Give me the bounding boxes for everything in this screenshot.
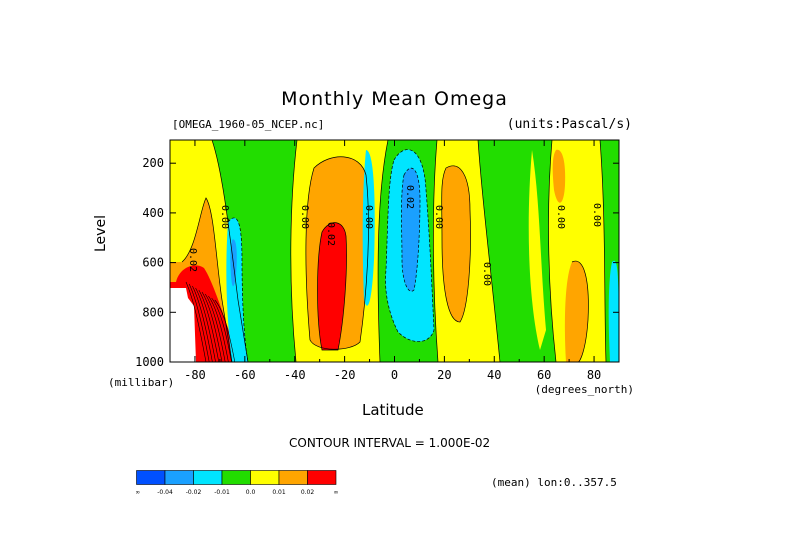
legend-label: 0.02: [301, 489, 315, 496]
field-missing: [170, 288, 196, 362]
legend-swatch: [307, 470, 337, 485]
contour-line: [195, 287, 216, 362]
contour-line: [198, 289, 220, 362]
dataset-label: [OMEGA_1960-05_NCEP.nc]: [172, 118, 325, 131]
contour-line: [290, 140, 298, 362]
contour-label: 0.00: [433, 205, 444, 229]
x-axis-label: Latitude: [362, 401, 424, 419]
y-tick-label: 400: [142, 206, 164, 220]
contour-line: [477, 140, 501, 362]
contour-label: 0.00: [481, 262, 492, 286]
contour-fills: [170, 140, 619, 362]
legend-label: ∞: [334, 489, 339, 496]
contour-line: [317, 222, 347, 351]
contour-label: 0.00: [363, 205, 374, 229]
field-blue-equator: [401, 168, 420, 292]
contour-line: [548, 140, 557, 362]
legend-swatch: [136, 470, 166, 485]
contour-lines: [181, 140, 607, 362]
legend-label: -0.01: [214, 489, 230, 496]
contour-line: [599, 140, 607, 362]
x-tick-label: -20: [334, 368, 356, 382]
contour-line: [401, 168, 421, 292]
x-tick-label: -80: [184, 368, 206, 382]
legend-swatch: [193, 470, 223, 485]
chart-title: Monthly Mean Omega: [281, 88, 508, 110]
legend-swatch: [250, 470, 280, 485]
contour-line: [201, 291, 223, 362]
contour-line: [208, 295, 229, 362]
units-label: (units:Pascal/s): [506, 117, 632, 132]
mean-longitude-label: (mean) lon:0..357.5: [491, 476, 617, 489]
contour-label: 0.00: [299, 205, 310, 229]
contour-line: [385, 149, 435, 342]
legend-swatch: [221, 470, 251, 485]
contour-line: [181, 197, 233, 362]
color-legend: -∞ -0.04 -0.02 -0.01 0.0 0.01 0.02 ∞: [136, 470, 339, 496]
contour-line: [227, 217, 249, 362]
legend-label: -0.04: [157, 489, 173, 496]
field-red-south-subtropic: [317, 222, 347, 350]
x-axis-units: (degrees_north): [534, 383, 634, 396]
contour-line: [192, 285, 213, 362]
y-axis-units: (millibar): [108, 376, 175, 389]
contour-line: [433, 140, 439, 362]
field-cyan-north-edge: [608, 260, 619, 362]
legend-swatch: [164, 470, 194, 485]
field-orange-north-polar: [564, 261, 589, 362]
contour-line: [441, 165, 471, 323]
contour-line: [211, 140, 249, 362]
contour-label: 0.00: [219, 205, 230, 229]
contour-interval-label: CONTOUR INTERVAL = 1.000E-02: [289, 436, 491, 450]
x-tick-label: 0: [391, 368, 398, 382]
x-tick-label: 60: [537, 368, 551, 382]
legend-swatch: [278, 470, 308, 485]
x-tick-label: -60: [234, 368, 256, 382]
contour-labels: 0.02 0.00 0.00 0.02 0.00 0.02 0.00 0.00 0.00 0.00: [187, 185, 602, 286]
contour-line: [185, 281, 207, 362]
legend-label: -∞: [136, 489, 140, 496]
contour-label: 0.00: [555, 205, 566, 229]
contour-line: [377, 140, 389, 362]
contour-line: [305, 156, 369, 350]
legend-label: 0.01: [272, 489, 286, 496]
contour-line: [204, 293, 226, 362]
legend-label: 0.0: [246, 489, 256, 496]
legend-label: -0.02: [186, 489, 202, 496]
field-orange-north-subtropic: [441, 165, 471, 322]
contour-line: [571, 260, 589, 362]
contour-label: 0.02: [187, 248, 198, 272]
y-tick-label: 200: [142, 156, 164, 170]
x-tick-label: -40: [284, 368, 306, 382]
x-tick-label: 40: [487, 368, 501, 382]
y-tick-label: 1000: [135, 355, 164, 369]
x-tick-label: 20: [437, 368, 451, 382]
contour-line: [188, 283, 210, 362]
axis-ticks: -80 -60 -40 -20 0 20 40 60 80 200 400 600 800 1000: [135, 140, 620, 382]
contour-label: 0.02: [404, 185, 415, 209]
contour-label: 0.02: [325, 222, 336, 246]
field-yellow-north-mid: [528, 150, 546, 350]
y-tick-label: 600: [142, 256, 164, 270]
contour-line: [211, 297, 232, 362]
y-tick-label: 800: [142, 305, 164, 319]
contour-label: 0.00: [591, 203, 602, 227]
contour-line: [214, 299, 236, 362]
x-tick-label: 80: [587, 368, 601, 382]
field-orange-north-upper: [552, 149, 566, 203]
